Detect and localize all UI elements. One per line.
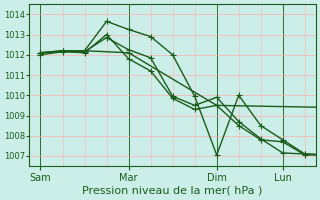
X-axis label: Pression niveau de la mer( hPa ): Pression niveau de la mer( hPa )	[83, 186, 263, 196]
